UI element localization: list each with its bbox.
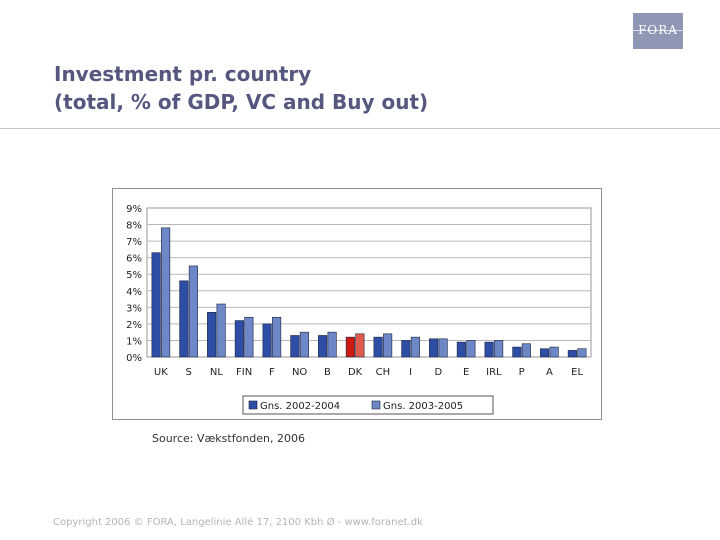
- y-tick-label: 3%: [126, 303, 142, 314]
- slide-title: Investment pr. country (total, % of GDP,…: [54, 60, 428, 116]
- x-tick-label: DK: [348, 367, 363, 378]
- y-tick-label: 9%: [126, 204, 142, 215]
- bar-series-1: [540, 348, 550, 358]
- x-tick-label: A: [546, 367, 553, 378]
- x-tick-label: F: [269, 367, 275, 378]
- y-tick-label: 8%: [126, 221, 142, 232]
- y-tick-label: 4%: [126, 287, 142, 298]
- slide-title-line-1: Investment pr. country: [54, 62, 312, 86]
- bar-series-1: [456, 341, 466, 358]
- legend-label-series-2: Gns. 2003-2005: [383, 401, 463, 412]
- x-tick-label: D: [435, 367, 443, 378]
- y-tick-label: 2%: [126, 320, 142, 331]
- logo-rule: [633, 30, 683, 31]
- bar-series-2: [272, 316, 282, 358]
- bar-series-2: [355, 333, 365, 358]
- x-tick-label: UK: [154, 367, 168, 378]
- bar-series-1: [373, 336, 383, 358]
- x-tick-label: NO: [292, 367, 307, 378]
- slide-title-line-2: (total, % of GDP, VC and Buy out): [54, 90, 429, 114]
- chart-frame: 0% 1% 2% 3% 4% 5% 6% 7% 8% 9% UK S NL FIN F NO B DK CH I D E I…: [112, 188, 602, 420]
- x-tick-label: S: [185, 367, 191, 378]
- x-tick-label: EL: [571, 367, 583, 378]
- bar-series-2: [521, 343, 531, 358]
- legend-swatch-series-2: [371, 400, 381, 410]
- bar-series-2: [438, 338, 448, 358]
- bar-series-1: [234, 320, 244, 358]
- bar-series-1: [290, 335, 300, 358]
- x-tick-label: CH: [376, 367, 391, 378]
- fora-logo: FORA: [633, 13, 683, 49]
- x-tick-label: B: [324, 367, 331, 378]
- bar-series-2: [216, 303, 226, 358]
- title-divider: [0, 128, 720, 129]
- bar-series-1: [567, 350, 577, 358]
- bar-series-2: [161, 227, 171, 358]
- bar-series-2: [299, 331, 309, 358]
- bar-series-1: [262, 323, 272, 358]
- x-tick-label: IRL: [486, 367, 502, 378]
- bar-series-2: [410, 336, 420, 358]
- x-tick-label: I: [409, 367, 412, 378]
- bar-series-2: [494, 340, 504, 358]
- bar-series-1: [318, 335, 328, 358]
- bar-series-2: [383, 333, 393, 358]
- bar-series-2: [549, 346, 559, 358]
- bar-series-1: [207, 312, 217, 358]
- y-tick-label: 0%: [126, 353, 142, 364]
- legend-box: [242, 395, 494, 415]
- x-tick-label: FIN: [236, 367, 252, 378]
- legend-label-series-1: Gns. 2002-2004: [260, 401, 340, 412]
- copyright-footer: Copyright 2006 © FORA, Langelinie Allé 1…: [53, 517, 423, 528]
- source-note: Source: Vækstfonden, 2006: [152, 432, 306, 445]
- x-tick-label: NL: [210, 367, 223, 378]
- bar-series-1: [429, 338, 439, 358]
- legend-swatch-series-1: [248, 400, 258, 410]
- bar-series-1: [345, 336, 355, 358]
- bar-series-2: [244, 316, 254, 358]
- y-tick-label: 6%: [126, 254, 142, 265]
- x-tick-label: P: [519, 367, 525, 378]
- bar-series-1: [401, 340, 411, 358]
- x-tick-label: E: [463, 367, 469, 378]
- bar-series-2: [577, 348, 587, 358]
- y-tick-label: 1%: [126, 336, 142, 347]
- bar-series-1: [151, 252, 161, 358]
- bar-series-1: [512, 346, 522, 358]
- y-tick-label: 5%: [126, 270, 142, 281]
- bar-series-1: [179, 280, 189, 358]
- bar-chart: 0% 1% 2% 3% 4% 5% 6% 7% 8% 9% UK S NL FIN F NO B DK CH I D E I…: [126, 204, 592, 415]
- bar-series-2: [188, 265, 198, 358]
- bar-series-2: [466, 340, 476, 358]
- y-tick-label: 7%: [126, 237, 142, 248]
- logo-text: FORA: [638, 23, 678, 37]
- bar-series-2: [327, 331, 337, 358]
- bar-series-1: [484, 341, 494, 358]
